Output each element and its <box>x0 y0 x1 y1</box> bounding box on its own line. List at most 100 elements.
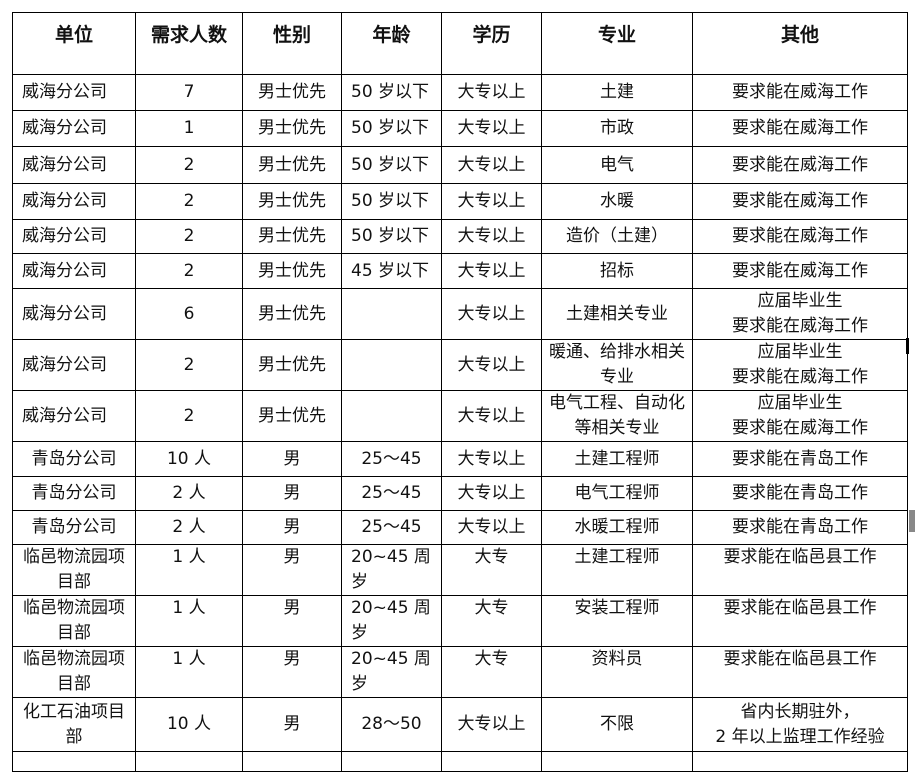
cell-major: 不限 <box>541 697 693 752</box>
cell-unit: 威海分公司 <box>12 390 136 442</box>
cell-headcount: 2 <box>135 183 243 220</box>
cell-major: 市政 <box>541 110 693 147</box>
header-other: 其他 <box>692 12 908 75</box>
cell-gender: 男 <box>242 544 342 596</box>
cell-age: 20~45 周岁 <box>341 544 442 596</box>
cell-empty <box>692 751 908 772</box>
table-row: 青岛分公司 2 人男 25～45 大专以上 电气工程师 要求能在青岛工作 <box>12 476 908 511</box>
cell-gender: 男士优先 <box>242 390 342 442</box>
cell-empty <box>12 751 136 772</box>
cell-major: 电气工程、自动化等相关专业 <box>541 390 693 442</box>
cell-headcount: 1 人 <box>135 595 243 647</box>
cell-gender: 男士优先 <box>242 339 342 391</box>
cell-age: 20~45 周岁 <box>341 646 442 698</box>
cell-education: 大专以上 <box>441 476 542 511</box>
header-gender: 性别 <box>242 12 342 75</box>
table-row: 威海分公司 6 男士优先 大专以上 土建相关专业 应届毕业生 要求能在威海工作 <box>12 288 908 340</box>
cell-education: 大专以上 <box>441 74 542 111</box>
table-row: 威海分公司 2 男士优先 45 岁以下 大专以上 招标 要求能在威海工作 <box>12 253 908 289</box>
cell-unit: 威海分公司 <box>12 74 136 111</box>
cell-empty <box>135 751 243 772</box>
cell-other: 应届毕业生 要求能在威海工作 <box>692 288 908 340</box>
cell-unit: 青岛分公司 <box>12 476 136 511</box>
cell-education: 大专 <box>441 544 542 596</box>
cell-major: 水暖工程师 <box>541 510 693 545</box>
cell-major: 土建相关专业 <box>541 288 693 340</box>
cell-headcount: 2 <box>135 390 243 442</box>
cell-headcount: 1 人 <box>135 544 243 596</box>
cell-gender: 男 <box>242 510 342 545</box>
cell-other: 要求能在威海工作 <box>692 219 908 254</box>
cell-education: 大专以上 <box>441 697 542 752</box>
cell-other: 要求能在威海工作 <box>692 183 908 220</box>
cell-empty <box>341 751 442 772</box>
table-row: 威海分公司 2 男士优先 大专以上 暖通、给排水相关专业 应届毕业生 要求能在威海工作 <box>12 339 908 391</box>
cell-unit: 威海分公司 <box>12 110 136 147</box>
cell-education: 大专以上 <box>441 441 542 477</box>
cell-other: 要求能在青岛工作 <box>692 510 908 545</box>
cell-unit: 临邑物流园项目部 <box>12 595 136 647</box>
cell-major: 安装工程师 <box>541 595 693 647</box>
cell-other: 要求能在临邑县工作 <box>692 646 908 698</box>
cell-unit: 威海分公司 <box>12 288 136 340</box>
cell-gender: 男 <box>242 646 342 698</box>
cell-age: 50 岁以下 <box>341 219 442 254</box>
table-row: 青岛分公司 10 人男 25～45 大专以上 土建工程师 要求能在青岛工作 <box>12 441 908 477</box>
cell-other: 要求能在青岛工作 <box>692 441 908 477</box>
cell-education: 大专以上 <box>441 288 542 340</box>
recruitment-table: 单位 需求人数 性别 年龄 学历 专业 其他 威海分公司 7 男士优先 50 岁以下 大专以上 土建要… <box>12 12 908 772</box>
table-row: 威海分公司 2 男士优先 50 岁以下 大专以上 电气 要求能在威海工作 <box>12 146 908 184</box>
cell-age: 25～45 <box>341 476 442 511</box>
cell-headcount: 2 <box>135 339 243 391</box>
table-row: 临邑物流园项目部 1 人男 20~45 周岁 大专 安装工程师 要求能在临邑县工作 <box>12 595 908 647</box>
cell-age: 25～45 <box>341 441 442 477</box>
cell-gender: 男士优先 <box>242 288 342 340</box>
cell-age <box>341 288 442 340</box>
cell-unit: 威海分公司 <box>12 253 136 289</box>
table-row <box>12 751 908 772</box>
cell-education: 大专以上 <box>441 110 542 147</box>
cell-major: 土建 <box>541 74 693 111</box>
table-row: 威海分公司 7 男士优先 50 岁以下 大专以上 土建 要求能在威海工作 <box>12 74 908 111</box>
table-row: 青岛分公司 2 人男 25～45 大专以上 水暖工程师 要求能在青岛工作 <box>12 510 908 545</box>
cell-age: 25～45 <box>341 510 442 545</box>
cell-headcount: 2 <box>135 253 243 289</box>
cell-other: 要求能在威海工作 <box>692 110 908 147</box>
table-row: 威海分公司 2 男士优先 50 岁以下 大专以上 水暖 要求能在威海工作 <box>12 183 908 220</box>
scrollbar-handle[interactable] <box>909 510 915 532</box>
cell-age: 20~45 周岁 <box>341 595 442 647</box>
cell-major: 招标 <box>541 253 693 289</box>
cell-headcount: 2 人 <box>135 476 243 511</box>
cell-gender: 男 <box>242 441 342 477</box>
cell-age: 50 岁以下 <box>341 74 442 111</box>
cell-headcount: 10 人 <box>135 441 243 477</box>
header-row: 单位 需求人数 性别 年龄 学历 专业 其他 <box>12 12 908 75</box>
cell-education: 大专 <box>441 595 542 647</box>
cell-education: 大专以上 <box>441 183 542 220</box>
cell-other: 要求能在威海工作 <box>692 74 908 111</box>
cell-other: 应届毕业生 要求能在威海工作 <box>692 339 908 391</box>
cell-headcount: 1 <box>135 110 243 147</box>
cell-headcount: 10 人 <box>135 697 243 752</box>
cell-gender: 男士优先 <box>242 146 342 184</box>
cell-unit: 威海分公司 <box>12 146 136 184</box>
table-row: 威海分公司 2 男士优先 50 岁以下 大专以上 造价（土建） 要求能在威海工作 <box>12 219 908 254</box>
cell-education: 大专以上 <box>441 390 542 442</box>
cell-education: 大专以上 <box>441 339 542 391</box>
cell-major: 土建工程师 <box>541 544 693 596</box>
cell-gender: 男 <box>242 595 342 647</box>
cell-unit: 临邑物流园项目部 <box>12 646 136 698</box>
cell-major: 电气工程师 <box>541 476 693 511</box>
header-education: 学历 <box>441 12 542 75</box>
table-edge-marker <box>906 338 909 354</box>
cell-unit: 威海分公司 <box>12 339 136 391</box>
cell-age: 50 岁以下 <box>341 183 442 220</box>
cell-headcount: 6 <box>135 288 243 340</box>
cell-unit: 化工石油项目部 <box>12 697 136 752</box>
cell-major: 土建工程师 <box>541 441 693 477</box>
cell-gender: 男 <box>242 697 342 752</box>
cell-unit: 威海分公司 <box>12 183 136 220</box>
cell-other: 省内长期驻外， 2 年以上监理工作经验 <box>692 697 908 752</box>
table-row: 临邑物流园项目部 1 人男 20~45 周岁 大专 土建工程师 要求能在临邑县工作 <box>12 544 908 596</box>
table-row: 威海分公司 2 男士优先 大专以上 电气工程、自动化等相关专业 应届毕业生 要求能在威海工… <box>12 390 908 442</box>
